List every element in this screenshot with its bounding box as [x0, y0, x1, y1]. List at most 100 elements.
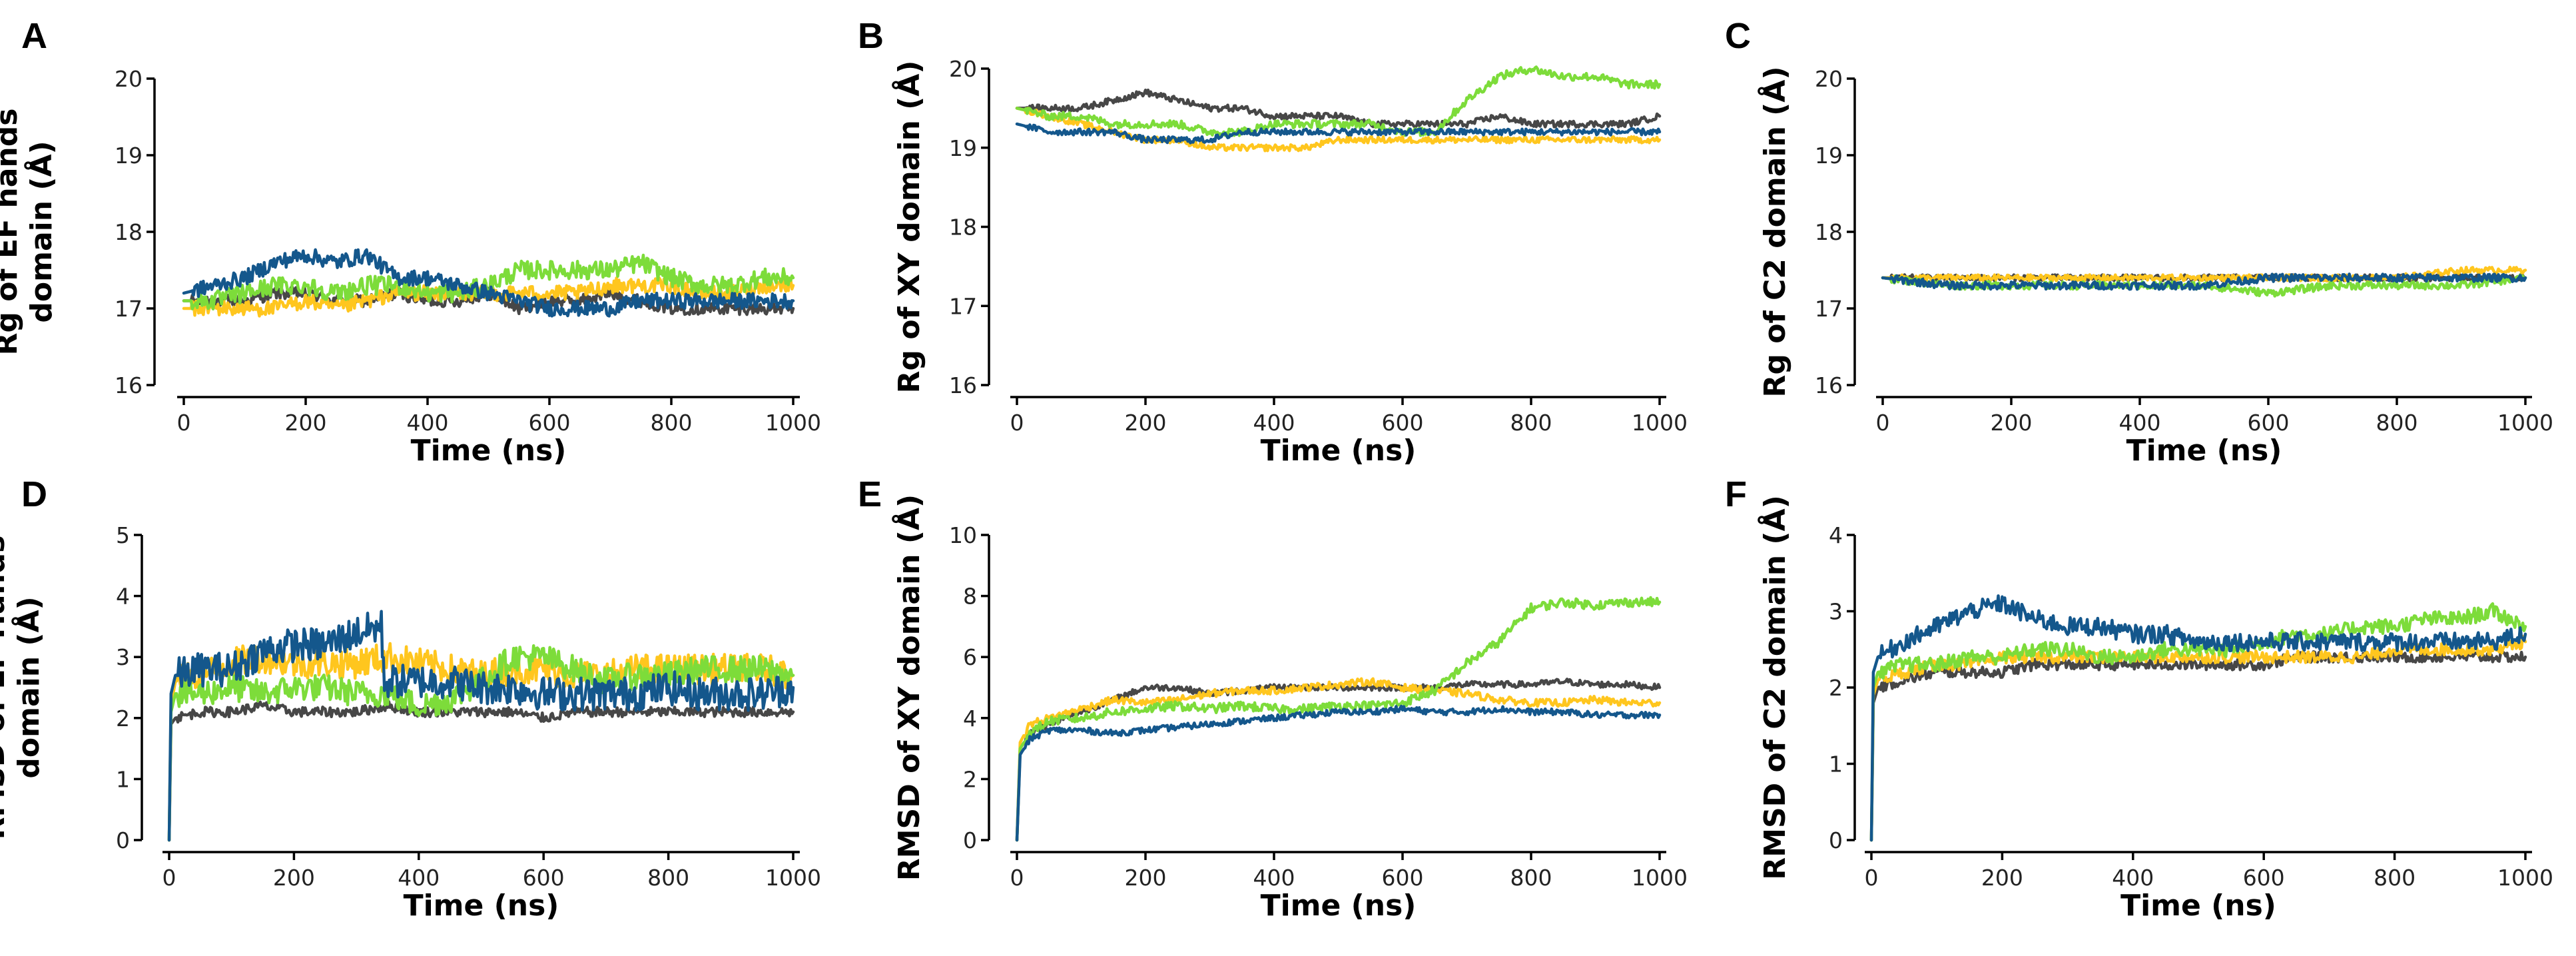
y-tick-label: 3 — [116, 644, 130, 670]
panel-f: F 0 1 2 3 4 0 200 400 600 800 1000 Time (ns) RMSD of … — [1725, 474, 2553, 923]
x-tick-label: 800 — [647, 865, 689, 891]
x-tick-label: 400 — [407, 410, 449, 436]
y-tick-label: 4 — [116, 584, 130, 610]
x-tick-label: 800 — [651, 410, 693, 436]
x-tick-label: 0 — [1010, 865, 1024, 891]
y-tick-label: 17 — [115, 296, 143, 322]
x-tick-label: 200 — [273, 865, 315, 891]
y-tick-label: 1 — [116, 766, 130, 792]
x-tick-label: 800 — [2374, 865, 2415, 891]
panel-letter: D — [21, 474, 47, 514]
y-tick-label: 16 — [1815, 372, 1843, 398]
y-tick-label: 10 — [949, 522, 977, 548]
y-tick-label: 17 — [1815, 296, 1843, 322]
y-tick-label: 4 — [1829, 522, 1843, 548]
x-tick-label: 1000 — [2497, 865, 2553, 891]
x-tick-label: 600 — [1382, 410, 1424, 436]
x-tick-label: 0 — [1865, 865, 1879, 891]
x-tick-label: 800 — [2376, 410, 2418, 436]
x-tick-label: 200 — [285, 410, 327, 436]
series-line-3 — [167, 644, 795, 842]
y-tick-label: 2 — [1829, 675, 1843, 701]
series-line-4 — [1015, 704, 1662, 842]
series-line-1 — [1015, 88, 1662, 129]
x-tick-label: 0 — [1876, 410, 1890, 436]
y-tick-label: 0 — [116, 827, 130, 853]
y-tick-label: 0 — [1829, 827, 1843, 853]
x-tick-label: 400 — [398, 865, 440, 891]
x-tick-label: 600 — [2243, 865, 2285, 891]
y-tick-label: 20 — [115, 66, 143, 92]
y-tick-label: 0 — [963, 827, 977, 853]
y-axis-title: RMSD of C2 domain (Å) — [1757, 495, 1792, 879]
panel-letter: A — [21, 16, 47, 56]
y-tick-label: 8 — [963, 584, 977, 610]
x-tick-label: 400 — [2119, 410, 2161, 436]
x-tick-label: 0 — [162, 865, 176, 891]
y-axis-title: Rg of EF hands — [0, 109, 24, 356]
series-line-2 — [1015, 677, 1662, 842]
x-tick-label: 400 — [1253, 865, 1295, 891]
x-axis-title: Time (ns) — [2126, 434, 2282, 468]
x-tick-label: 0 — [1010, 410, 1024, 436]
series-line-2 — [1015, 107, 1662, 153]
panel-d: D 0 1 2 3 4 5 0 200 400 600 800 1000 Time (ns) RMSD of… — [0, 474, 821, 923]
x-axis-title: Time (ns) — [2120, 889, 2276, 923]
y-tick-label: 6 — [963, 644, 977, 670]
x-tick-label: 1000 — [2497, 410, 2553, 436]
y-tick-label: 3 — [1829, 599, 1843, 625]
x-tick-label: 800 — [1510, 865, 1552, 891]
panel-letter: E — [858, 474, 882, 514]
x-axis-title: Time (ns) — [1261, 889, 1417, 923]
y-tick-label: 18 — [1815, 219, 1843, 245]
y-tick-label: 20 — [1815, 66, 1843, 92]
y-tick-label: 17 — [949, 293, 977, 319]
y-tick-label: 16 — [949, 372, 977, 398]
y-axis-title: Rg of C2 domain (Å) — [1757, 67, 1792, 398]
x-tick-label: 1000 — [1632, 865, 1688, 891]
panel-letter: C — [1725, 16, 1751, 56]
series-line-3 — [1869, 602, 2527, 842]
x-tick-label: 600 — [2248, 410, 2290, 436]
x-tick-label: 800 — [1510, 410, 1552, 436]
series-line-4 — [1869, 594, 2527, 842]
series-line-1 — [167, 700, 795, 842]
x-tick-label: 1000 — [765, 410, 821, 436]
series-line-3 — [182, 253, 795, 311]
y-tick-label: 18 — [115, 219, 143, 245]
series-line-3 — [1015, 596, 1662, 842]
x-tick-label: 0 — [177, 410, 191, 436]
y-axis-title: domain (Å) — [11, 596, 46, 778]
y-tick-label: 1 — [1829, 751, 1843, 777]
x-tick-label: 200 — [1991, 410, 2033, 436]
x-tick-label: 600 — [529, 410, 571, 436]
x-axis-title: Time (ns) — [1261, 434, 1417, 468]
series-line-4 — [182, 248, 795, 318]
y-tick-label: 2 — [116, 706, 130, 731]
series-line-3 — [1015, 65, 1662, 138]
y-tick-label: 19 — [115, 143, 143, 169]
x-tick-label: 400 — [1253, 410, 1295, 436]
x-tick-label: 400 — [2112, 865, 2154, 891]
series-line-4 — [167, 610, 795, 842]
y-tick-label: 18 — [949, 215, 977, 240]
panel-e: E 0 2 4 6 8 10 0 200 400 600 800 1000 Time (ns) RMSD o… — [858, 474, 1688, 923]
panel-letter: F — [1725, 474, 1747, 514]
x-tick-label: 1000 — [1632, 410, 1688, 436]
x-tick-label: 200 — [1981, 865, 2023, 891]
y-tick-label: 16 — [115, 372, 143, 398]
y-tick-label: 20 — [949, 56, 977, 82]
y-tick-label: 5 — [116, 522, 130, 548]
series-line-4 — [1881, 272, 2527, 291]
y-axis-title: domain (Å) — [23, 141, 59, 322]
x-tick-label: 200 — [1125, 865, 1167, 891]
x-tick-label: 200 — [1125, 410, 1167, 436]
y-tick-label: 2 — [963, 766, 977, 792]
series-line-4 — [1015, 122, 1662, 145]
panel-letter: B — [858, 16, 884, 56]
x-tick-label: 1000 — [765, 865, 821, 891]
y-tick-label: 19 — [949, 135, 977, 161]
